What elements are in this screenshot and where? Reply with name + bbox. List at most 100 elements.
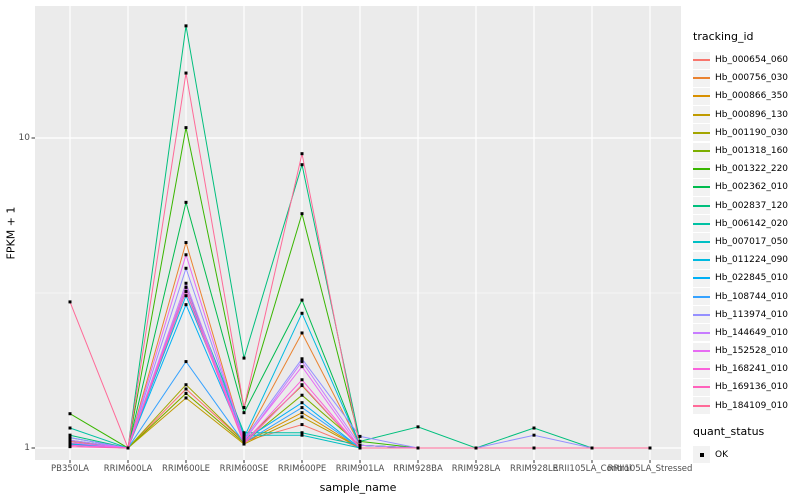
data-point xyxy=(300,433,304,437)
legend-label: Hb_001318_160 xyxy=(715,146,789,157)
data-point xyxy=(416,446,420,450)
data-point xyxy=(532,446,536,450)
legend-key-swatch xyxy=(693,142,710,160)
data-point xyxy=(474,446,478,450)
legend-color-line-icon xyxy=(693,386,710,389)
legend-color-line-icon xyxy=(693,95,710,98)
data-point xyxy=(300,401,304,405)
legend-label: Hb_000756_030 xyxy=(715,73,789,84)
legend-label: Hb_108744_010 xyxy=(715,291,789,302)
legend-entry-Hb_006142_020: Hb_006142_020 xyxy=(693,215,797,233)
legend-color-line-icon xyxy=(693,131,710,134)
data-point xyxy=(300,212,304,216)
legend-color-line-icon xyxy=(693,295,710,298)
data-point xyxy=(300,298,304,302)
data-point xyxy=(184,387,188,391)
legend-key-swatch xyxy=(693,288,710,306)
data-point xyxy=(68,426,72,430)
x-tick-label: RRIM928LE xyxy=(510,464,558,474)
legend-entry-Hb_168241_010: Hb_168241_010 xyxy=(693,360,797,378)
data-point xyxy=(184,294,188,298)
legend-label: Hb_006142_020 xyxy=(715,218,789,229)
legend-key-swatch xyxy=(693,178,710,196)
legend-key-swatch xyxy=(693,69,710,87)
data-point xyxy=(300,423,304,427)
data-point xyxy=(242,442,246,446)
data-point xyxy=(300,383,304,387)
legend-label: Hb_168241_010 xyxy=(715,364,789,375)
data-point xyxy=(68,441,72,445)
legend-entry-Hb_113974_010: Hb_113974_010 xyxy=(693,306,797,324)
data-point xyxy=(300,311,304,315)
legend-key-swatch xyxy=(693,51,710,69)
legend-key-swatch xyxy=(693,215,710,233)
x-tick-label: RRIM600SE xyxy=(219,464,269,474)
legend-key-swatch xyxy=(693,233,710,251)
data-point xyxy=(300,163,304,167)
legend-entry-Hb_000654_060: Hb_000654_060 xyxy=(693,51,797,69)
data-point xyxy=(300,406,304,410)
data-point xyxy=(184,360,188,364)
legend-key-swatch xyxy=(693,324,710,342)
data-point xyxy=(300,411,304,415)
x-tick-label: RRII105LA_Control xyxy=(552,464,632,474)
data-point xyxy=(242,411,246,415)
legend-label: Hb_002837_120 xyxy=(715,200,789,211)
data-point xyxy=(300,365,304,369)
legend-entry-Hb_001190_030: Hb_001190_030 xyxy=(693,124,797,142)
legend: tracking_id Hb_000654_060 Hb_000756_030 Hb… xyxy=(693,30,797,464)
data-point xyxy=(300,357,304,361)
legend-entry-Hb_144649_010: Hb_144649_010 xyxy=(693,324,797,342)
data-point xyxy=(68,433,72,437)
data-point xyxy=(300,360,304,364)
legend-tracking-entries: Hb_000654_060 Hb_000756_030 Hb_000866_350 H… xyxy=(693,51,797,415)
legend-entry-Hb_184109_010: Hb_184109_010 xyxy=(693,397,797,415)
legend-color-line-icon xyxy=(693,168,710,171)
legend-entry-Hb_001322_220: Hb_001322_220 xyxy=(693,160,797,178)
data-point xyxy=(184,253,188,257)
legend-label: Hb_152528_010 xyxy=(715,346,789,357)
y-axis-title: FPKM + 1 xyxy=(4,206,18,260)
legend-color-line-icon xyxy=(693,222,710,225)
legend-entry-Hb_000866_350: Hb_000866_350 xyxy=(693,87,797,105)
data-point xyxy=(68,300,72,304)
legend-label: Hb_184109_010 xyxy=(715,400,789,411)
data-point xyxy=(242,438,246,442)
legend-key-swatch xyxy=(693,106,710,124)
legend-label: Hb_113974_010 xyxy=(715,309,789,320)
data-point xyxy=(532,433,536,437)
legend-label: Hb_144649_010 xyxy=(715,327,789,338)
data-point xyxy=(184,289,188,293)
data-point xyxy=(242,406,246,410)
data-point xyxy=(300,331,304,335)
legend-key-swatch xyxy=(693,378,710,396)
legend-color-line-icon xyxy=(693,186,710,189)
data-point xyxy=(590,446,594,450)
data-point xyxy=(126,446,130,450)
data-point xyxy=(358,443,362,447)
legend-color-line-icon xyxy=(693,150,710,153)
legend-color-line-icon xyxy=(693,59,710,62)
x-tick-label: PB350LA xyxy=(51,464,89,474)
legend-key-swatch xyxy=(693,160,710,178)
data-point xyxy=(300,378,304,382)
x-tick-label: RRIM901LA xyxy=(335,464,385,474)
legend-color-line-icon xyxy=(693,350,710,353)
legend-entry-Hb_001318_160: Hb_001318_160 xyxy=(693,142,797,160)
x-axis-title: sample_name xyxy=(319,481,397,494)
legend-color-line-icon xyxy=(693,77,710,80)
data-point xyxy=(184,241,188,245)
data-point xyxy=(358,439,362,443)
legend-key-swatch xyxy=(693,197,710,215)
legend-color-line-icon xyxy=(693,113,710,116)
x-tick-label: RRIM928LA xyxy=(451,464,501,474)
data-point xyxy=(184,266,188,270)
legend-label: Hb_000866_350 xyxy=(715,91,789,102)
legend-color-line-icon xyxy=(693,313,710,316)
legend-key-swatch xyxy=(693,306,710,324)
data-point xyxy=(300,431,304,435)
legend-label: Hb_000896_130 xyxy=(715,109,789,120)
legend-entry-Hb_000896_130: Hb_000896_130 xyxy=(693,106,797,124)
legend-label: Hb_007017_050 xyxy=(715,236,789,247)
